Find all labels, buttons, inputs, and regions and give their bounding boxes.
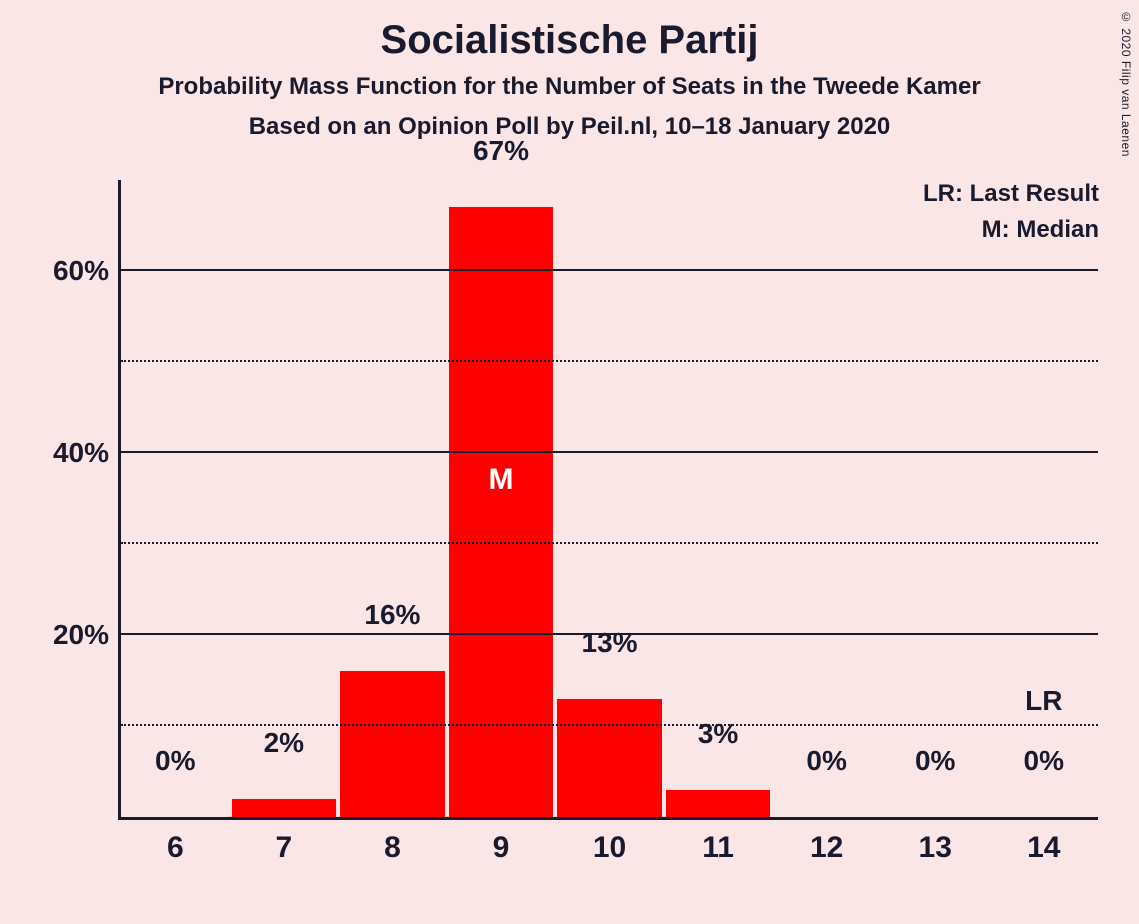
bar-slot: 3%11 [664,180,773,817]
bar-slot: 0%13 [881,180,990,817]
bar-value-label: 0% [772,745,881,781]
chart-subtitle-2: Based on an Opinion Poll by Peil.nl, 10–… [0,113,1139,141]
bar-slot: 0%LR14 [990,180,1099,817]
gridline-major: 60% [121,269,1098,271]
bar-slot: 0%6 [121,180,230,817]
gridline-minor [121,360,1098,362]
bar [557,699,661,817]
x-axis-label: 8 [338,817,447,865]
plot: 0%62%716%8M67%913%103%110%120%130%LR14 2… [118,180,1098,820]
last-result-marker: LR [990,685,1099,751]
bar-slot: 16%8 [338,180,447,817]
bar [666,790,770,817]
y-axis-label: 20% [53,619,109,651]
bar [232,799,336,817]
bar-value-label: 16% [338,599,447,635]
bar-slot: 0%12 [772,180,881,817]
bar-value-label: 0% [881,745,990,781]
chart-title: Socialistische Partij [0,0,1139,63]
y-axis-label: 40% [53,437,109,469]
x-axis-label: 14 [990,817,1099,865]
gridline-minor [121,724,1098,726]
x-axis-label: 12 [772,817,881,865]
bar-value-label: 67% [447,135,556,171]
gridline-major: 20% [121,633,1098,635]
x-axis-label: 10 [555,817,664,865]
bars-container: 0%62%716%8M67%913%103%110%120%130%LR14 [121,180,1098,817]
bar-slot: 13%10 [555,180,664,817]
bar-slot: M67%9 [447,180,556,817]
chart-subtitle: Probability Mass Function for the Number… [0,73,1139,101]
gridline-minor [121,542,1098,544]
x-axis-label: 9 [447,817,556,865]
chart-area: 0%62%716%8M67%913%103%110%120%130%LR14 2… [118,180,1098,820]
y-axis-label: 60% [53,255,109,287]
bar-slot: 2%7 [230,180,339,817]
x-axis-label: 13 [881,817,990,865]
bar-value-label: 2% [230,727,339,763]
x-axis-label: 7 [230,817,339,865]
gridline-major: 40% [121,451,1098,453]
x-axis-label: 11 [664,817,773,865]
x-axis-label: 6 [121,817,230,865]
bar-value-label: 0% [121,745,230,781]
copyright-text: © 2020 Filip van Laenen [1119,10,1133,157]
bar [340,671,444,817]
median-marker: M [449,463,553,497]
